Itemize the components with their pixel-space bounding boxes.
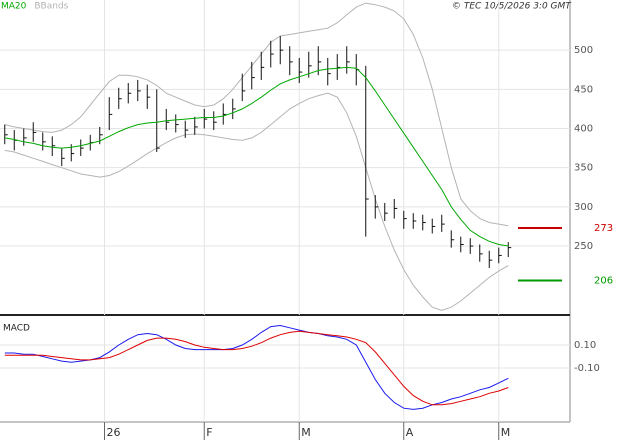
level-label: 206 bbox=[594, 276, 613, 287]
y-tick-label: 250 bbox=[574, 241, 593, 252]
x-tick-label: F bbox=[206, 426, 212, 439]
y-tick-label: 450 bbox=[574, 84, 593, 95]
bollinger-band bbox=[4, 2, 509, 227]
level-label: 273 bbox=[594, 223, 613, 234]
x-tick-label: M bbox=[501, 426, 511, 439]
moving-average bbox=[4, 66, 509, 247]
y-tick-label: 350 bbox=[574, 163, 593, 174]
y-tick-label: -0.10 bbox=[574, 363, 600, 374]
x-tick-label: M bbox=[301, 426, 311, 439]
copyright: © TEC 10/5/2026 3:0 GMT bbox=[452, 2, 572, 12]
y-tick-label: 0.10 bbox=[574, 340, 596, 351]
macd-line bbox=[4, 330, 509, 406]
x-tick-label: A bbox=[406, 426, 414, 439]
y-tick-label: 400 bbox=[574, 124, 593, 135]
bollinger-band bbox=[4, 92, 509, 311]
x-tick-label: 26 bbox=[107, 426, 121, 439]
macd-title: MACD bbox=[3, 324, 30, 334]
legend-entry: BBands bbox=[34, 2, 68, 12]
y-tick-label: 500 bbox=[574, 45, 593, 56]
legend-entry: MA20 bbox=[1, 2, 27, 12]
y-tick-label: 300 bbox=[574, 202, 593, 213]
